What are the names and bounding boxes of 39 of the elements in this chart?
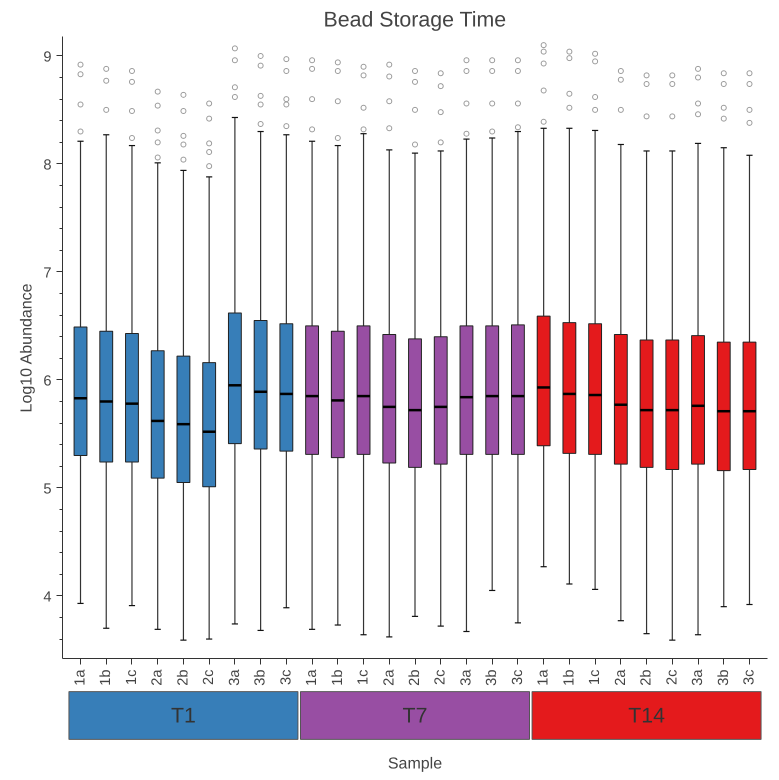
y-tick-label: 9 [43, 49, 52, 66]
x-tick-label: 3a [690, 668, 706, 686]
x-tick-label: 3c [278, 669, 294, 685]
x-tick-label: 2a [612, 668, 629, 686]
x-tick-label: 1b [98, 669, 114, 686]
x-tick-label: 1c [587, 669, 604, 685]
x-tick-label: 1c [356, 669, 372, 685]
x-tick-label: 1b [330, 669, 346, 686]
text: T14 [628, 703, 666, 728]
x-tick-label: 3c [510, 669, 526, 685]
y-tick-label: 5 [43, 481, 52, 498]
chart-title: Bead Storage Time [324, 8, 506, 32]
x-tick-label: 2b [407, 669, 423, 686]
x-tick-label: 2a [381, 668, 398, 686]
x-tick-label: 3b [716, 669, 732, 686]
y-axis-title: Log10 Abundance [18, 283, 36, 412]
x-axis-title: Sample [388, 756, 442, 772]
x-tick-label: 2c [664, 669, 680, 685]
x-tick-label: 3a [458, 668, 474, 686]
y-tick-label: 8 [43, 157, 52, 174]
x-tick-label: 1c [124, 669, 140, 685]
x-tick-label: 2b [175, 669, 192, 686]
x-tick-label: 1a [536, 668, 552, 686]
x-tick-label: 3a [226, 668, 243, 686]
text: T1 [170, 703, 196, 728]
x-tick-label: 1a [72, 668, 89, 686]
x-tick-label: 1b [561, 669, 578, 686]
x-tick-label: 3b [484, 669, 500, 686]
y-tick-label: 4 [43, 589, 52, 606]
x-tick-label: 2b [638, 669, 655, 686]
x-tick-label: 2c [201, 669, 218, 685]
x-tick-label: 3c [741, 669, 758, 685]
x-tick-label: 1a [304, 668, 320, 686]
text: T7 [402, 703, 428, 728]
x-tick-label: 2c [432, 669, 449, 685]
x-tick-label: 2a [150, 668, 166, 686]
x-tick-label: 3b [252, 669, 269, 686]
y-tick-label: 6 [43, 373, 52, 390]
y-tick-label: 7 [43, 265, 52, 282]
